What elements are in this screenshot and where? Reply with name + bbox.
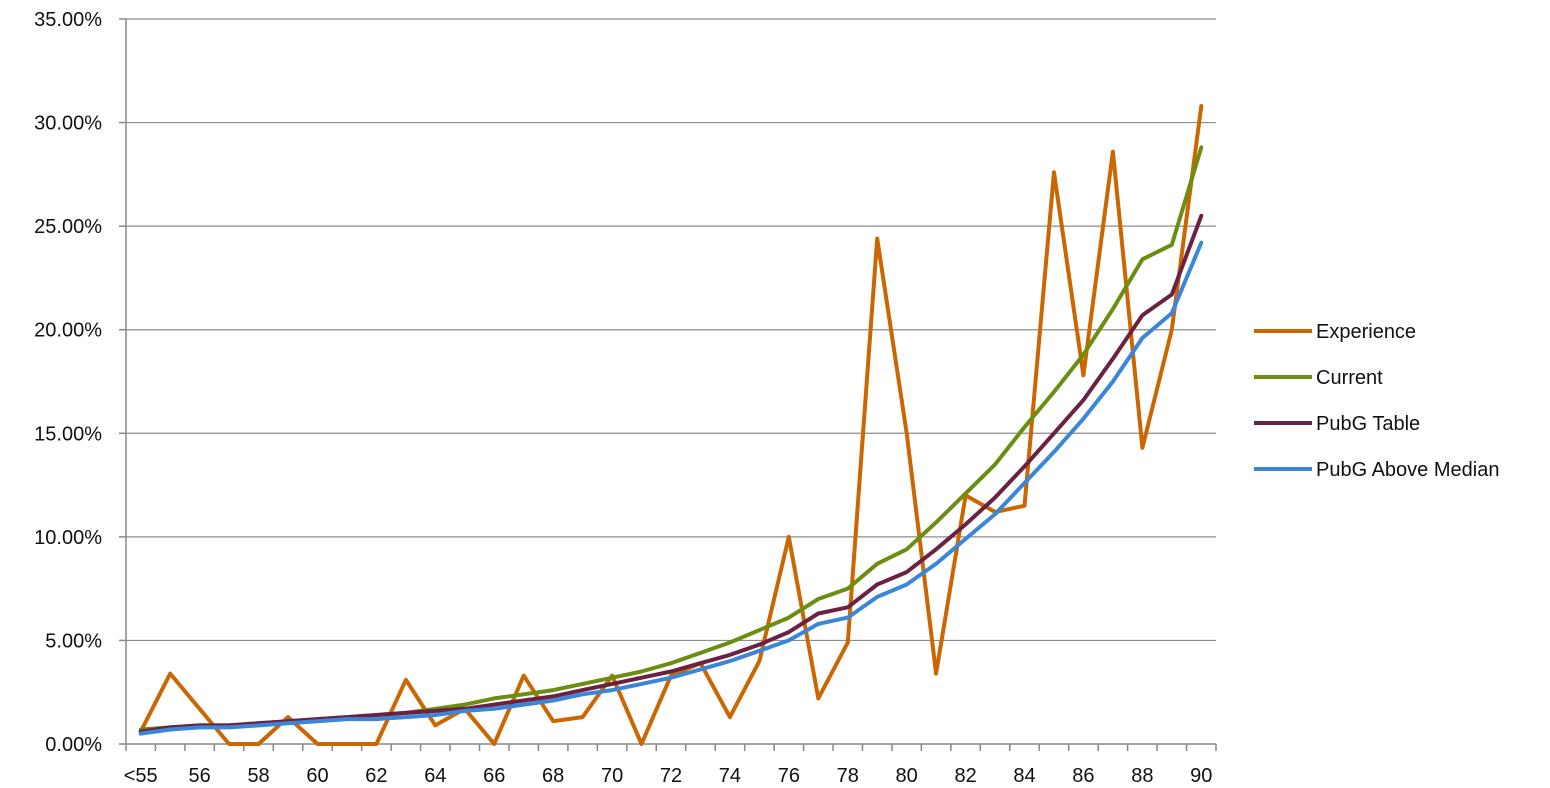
gridlines	[126, 18, 1216, 642]
x-tick-label: 56	[189, 765, 211, 787]
axes	[125, 19, 1216, 745]
y-tick-label: 30.00%	[34, 113, 102, 135]
series-line-pubg-table	[138, 213, 1204, 734]
x-tick-label: 66	[483, 765, 505, 787]
x-tick-label: 72	[660, 765, 682, 787]
y-axis-ticks: 0.00% 5.00% 10.00% 15.00% 20.00% 25.00% 30.00%…	[34, 9, 126, 756]
x-tick-label: 88	[1131, 765, 1153, 787]
y-tick-label: 25.00%	[34, 216, 102, 238]
legend: Experience Current PubG Table PubG Above Me…	[1254, 321, 1499, 481]
x-tick-label: 86	[1072, 765, 1094, 787]
x-tick-label: 76	[778, 765, 800, 787]
y-tick-label: 35.00%	[34, 9, 102, 31]
x-tick-label: 80	[896, 765, 918, 787]
x-tick-label: 68	[542, 765, 564, 787]
x-tick-label: 78	[837, 765, 859, 787]
x-tick-label: 62	[365, 765, 387, 787]
x-tick-label: 84	[1013, 765, 1035, 787]
series-line-experience	[138, 104, 1204, 746]
y-tick-label: 15.00%	[34, 423, 102, 445]
x-tick-label: <55	[124, 765, 158, 787]
series-line-current	[138, 145, 1204, 732]
y-tick-label: 0.00%	[45, 734, 102, 756]
legend-label: Current	[1316, 367, 1383, 389]
y-tick-label: 5.00%	[45, 630, 102, 652]
x-tick-label: 58	[247, 765, 269, 787]
x-tick-label: 82	[954, 765, 976, 787]
legend-label: Experience	[1316, 321, 1416, 343]
y-tick-label: 20.00%	[34, 320, 102, 342]
y-tick-label: 10.00%	[34, 527, 102, 549]
series-line-pubg-above-median	[138, 240, 1204, 736]
x-tick-label: 70	[601, 765, 623, 787]
x-tick-label: 64	[424, 765, 446, 787]
x-tick-label: 60	[306, 765, 328, 787]
x-tick-label: 90	[1190, 765, 1212, 787]
x-axis-ticks: <55 56 58 60 62 64 66 68 70 72 74 76 78 80 82 84 86 88 90	[124, 744, 1217, 787]
x-tick-label: 74	[719, 765, 741, 787]
series-lines	[138, 104, 1204, 746]
legend-label: PubG Table	[1316, 413, 1420, 435]
legend-label: PubG Above Median	[1316, 459, 1499, 481]
